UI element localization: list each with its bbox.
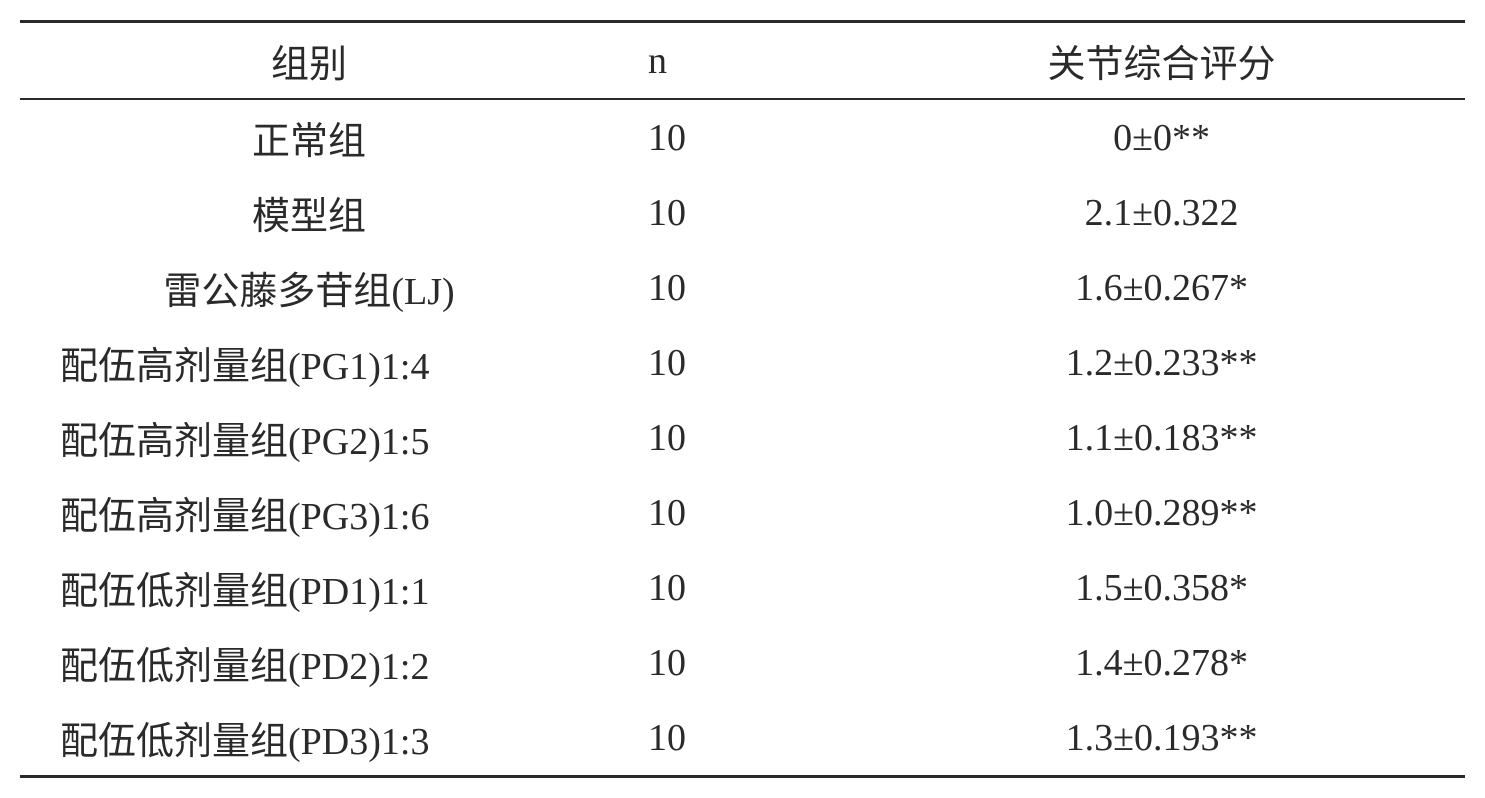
cell-n: 10: [598, 400, 858, 475]
table-row: 配伍高剂量组(PG1)1:4 10 1.2±0.233**: [20, 325, 1465, 400]
table-row: 正常组 10 0±0**: [20, 99, 1465, 175]
cell-group: 配伍高剂量组(PG3)1:6: [20, 475, 598, 550]
table-header: 组别 n 关节综合评分: [20, 22, 1465, 100]
cell-group: 配伍低剂量组(PD3)1:3: [20, 700, 598, 777]
cell-score: 2.1±0.322: [858, 175, 1465, 250]
header-group: 组别: [20, 22, 598, 100]
cell-n: 10: [598, 99, 858, 175]
table-row: 配伍低剂量组(PD3)1:3 10 1.3±0.193**: [20, 700, 1465, 777]
data-table: 组别 n 关节综合评分 正常组 10 0±0** 模型组 10 2.1±0.32…: [20, 20, 1465, 778]
table-row: 配伍低剂量组(PD2)1:2 10 1.4±0.278*: [20, 625, 1465, 700]
header-n: n: [598, 22, 858, 100]
cell-n: 10: [598, 250, 858, 325]
header-score: 关节综合评分: [858, 22, 1465, 100]
cell-group: 配伍高剂量组(PG2)1:5: [20, 400, 598, 475]
table-row: 配伍低剂量组(PD1)1:1 10 1.5±0.358*: [20, 550, 1465, 625]
data-table-container: 组别 n 关节综合评分 正常组 10 0±0** 模型组 10 2.1±0.32…: [20, 20, 1465, 778]
table-row: 雷公藤多苷组(LJ) 10 1.6±0.267*: [20, 250, 1465, 325]
cell-score: 1.2±0.233**: [858, 325, 1465, 400]
table-row: 配伍高剂量组(PG3)1:6 10 1.0±0.289**: [20, 475, 1465, 550]
cell-score: 1.4±0.278*: [858, 625, 1465, 700]
table-row: 模型组 10 2.1±0.322: [20, 175, 1465, 250]
cell-score: 1.0±0.289**: [858, 475, 1465, 550]
table-body: 正常组 10 0±0** 模型组 10 2.1±0.322 雷公藤多苷组(LJ)…: [20, 99, 1465, 777]
cell-group: 配伍低剂量组(PD1)1:1: [20, 550, 598, 625]
cell-score: 1.1±0.183**: [858, 400, 1465, 475]
cell-score: 1.6±0.267*: [858, 250, 1465, 325]
cell-score: 0±0**: [858, 99, 1465, 175]
table-row: 配伍高剂量组(PG2)1:5 10 1.1±0.183**: [20, 400, 1465, 475]
header-row: 组别 n 关节综合评分: [20, 22, 1465, 100]
cell-n: 10: [598, 325, 858, 400]
cell-group: 配伍高剂量组(PG1)1:4: [20, 325, 598, 400]
cell-n: 10: [598, 625, 858, 700]
cell-group: 配伍低剂量组(PD2)1:2: [20, 625, 598, 700]
cell-score: 1.3±0.193**: [858, 700, 1465, 777]
cell-score: 1.5±0.358*: [858, 550, 1465, 625]
cell-group: 正常组: [20, 99, 598, 175]
cell-n: 10: [598, 475, 858, 550]
cell-n: 10: [598, 550, 858, 625]
cell-group: 雷公藤多苷组(LJ): [20, 250, 598, 325]
cell-n: 10: [598, 175, 858, 250]
cell-group: 模型组: [20, 175, 598, 250]
cell-n: 10: [598, 700, 858, 777]
